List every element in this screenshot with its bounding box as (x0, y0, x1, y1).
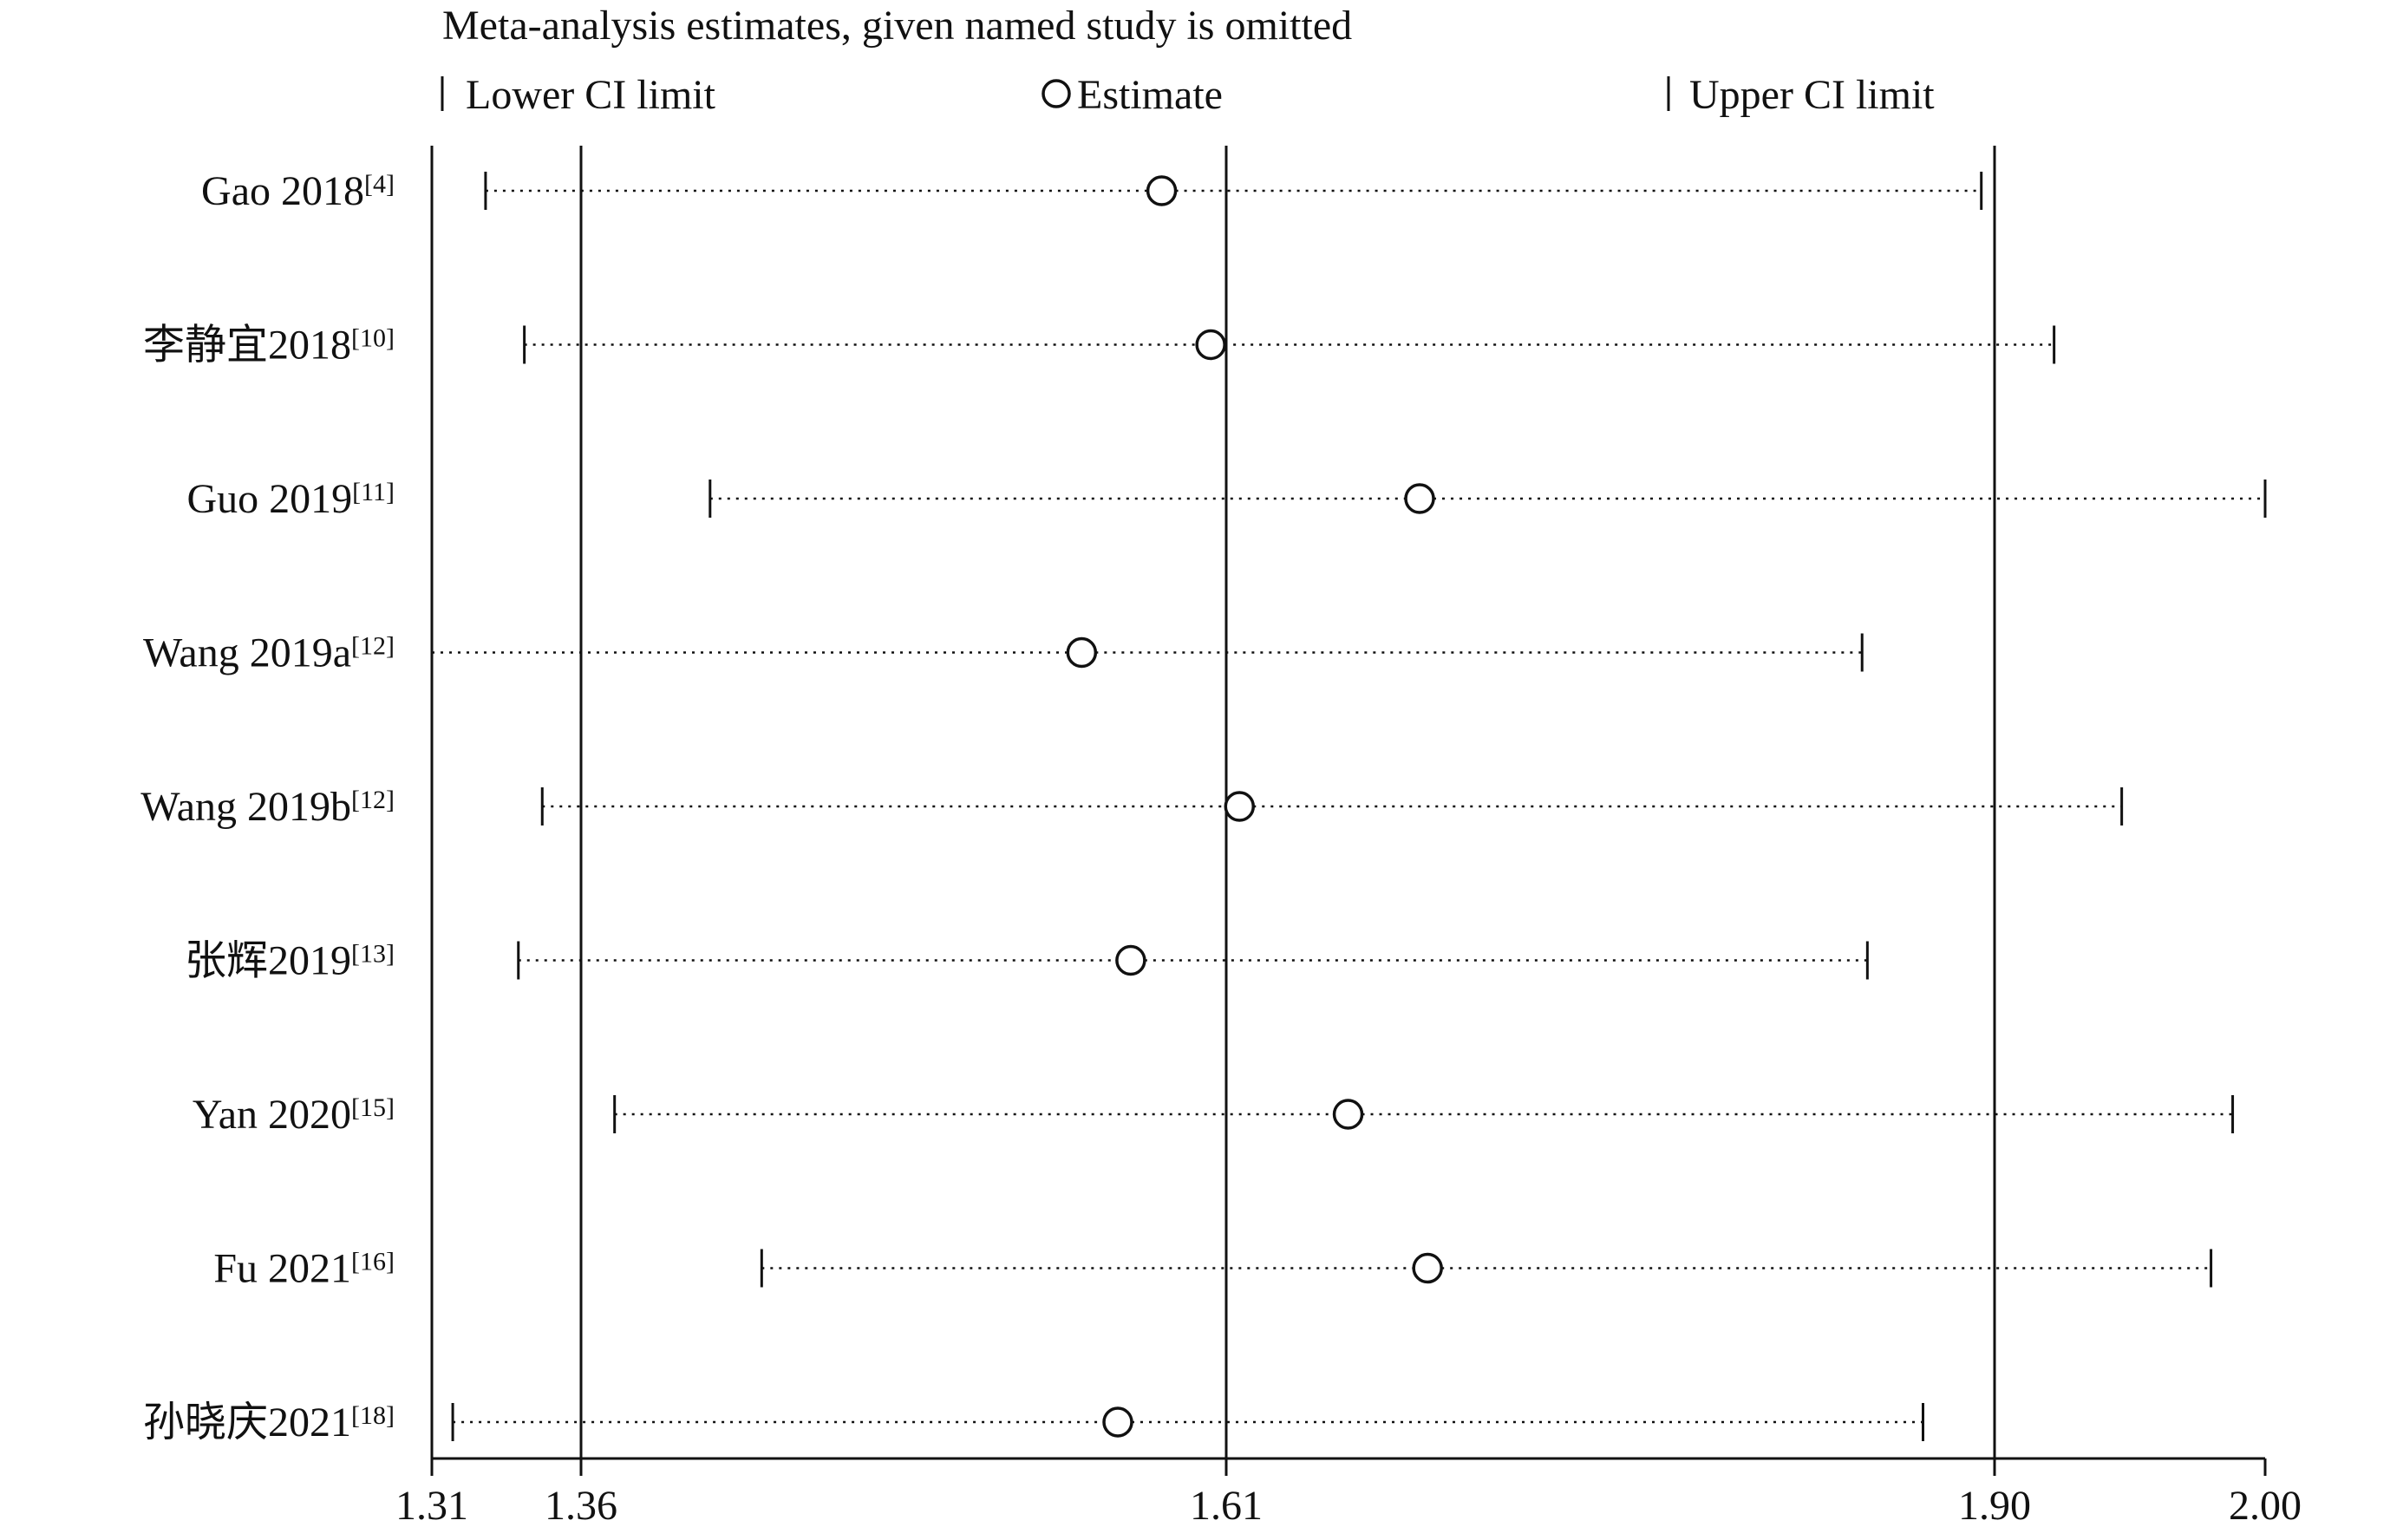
legend-lower-label: Lower CI limit (466, 72, 716, 118)
x-tick-label-2: 1.61 (1190, 1483, 1263, 1529)
study-ref: [11] (352, 478, 395, 506)
study-row: Gao 2018[4] (201, 168, 1983, 214)
study-label: 张辉2019[13] (185, 938, 395, 984)
study-label: 李静宜2018[10] (143, 323, 395, 369)
x-tick-label-4: 2.00 (2229, 1483, 2302, 1529)
legend-estimate-marker (1042, 79, 1071, 108)
x-tick-label-3: 1.90 (1958, 1483, 2031, 1529)
x-tick-label-1: 1.36 (545, 1483, 617, 1529)
study-name: 李静宜2018 (143, 323, 351, 369)
study-row: Wang 2019b[12] (140, 784, 2124, 830)
study-ref: [15] (351, 1093, 395, 1122)
legend-upper-label: Upper CI limit (1689, 72, 1935, 118)
x-tick-label-0: 1.31 (395, 1483, 468, 1529)
study-name: Guo 2019 (186, 476, 352, 522)
estimate-point (1224, 791, 1256, 822)
study-ref: [13] (351, 940, 395, 969)
study-name: Gao 2018 (201, 168, 364, 214)
study-ref: [12] (351, 632, 395, 661)
study-name: Fu 2021 (213, 1246, 351, 1292)
study-ref: [4] (364, 170, 395, 199)
study-ref: [10] (351, 324, 395, 353)
study-label: Guo 2019[11] (186, 476, 395, 522)
estimate-point (1332, 1099, 1364, 1130)
estimate-point (1195, 329, 1226, 361)
study-label: Gao 2018[4] (201, 168, 395, 214)
estimate-point (1102, 1406, 1133, 1438)
study-ref: [12] (351, 786, 395, 814)
axes (430, 146, 2265, 1460)
estimate-point (1412, 1252, 1443, 1284)
study-label: Fu 2021[16] (213, 1246, 395, 1292)
estimate-point (1146, 175, 1178, 206)
legend: Lower CI limit Estimate Upper CI limit (441, 72, 1935, 118)
study-row: 张辉2019[13] (185, 938, 1869, 984)
study-row: Guo 2019[11] (186, 476, 2267, 522)
study-row: 孙晓庆2021[18] (143, 1400, 1925, 1445)
legend-estimate-label: Estimate (1077, 72, 1223, 118)
study-name: Wang 2019a (143, 630, 351, 676)
study-label: Wang 2019a[12] (143, 630, 395, 676)
chart-title: Meta-analysis estimates, given named stu… (442, 3, 1352, 49)
study-rows: Gao 2018[4] 李静宜2018[10] Guo 2019[11] Wang 2… (140, 168, 2267, 1445)
reference-lines (579, 146, 1996, 1458)
study-ref: [18] (351, 1401, 395, 1430)
study-name: Yan 2020 (193, 1092, 351, 1138)
estimate-point (1404, 483, 1435, 514)
study-label: Wang 2019b[12] (140, 784, 395, 830)
study-label: 孙晓庆2021[18] (143, 1400, 395, 1445)
study-ref: [16] (351, 1248, 395, 1276)
x-ticks: 1.31 1.36 1.61 1.90 2.00 (395, 1458, 2302, 1529)
study-name: 孙晓庆2021 (143, 1400, 351, 1445)
estimate-point (1066, 636, 1098, 669)
study-row: Yan 2020[15] (193, 1092, 2235, 1138)
study-row: Wang 2019a[12] (143, 630, 1864, 676)
study-row: 李静宜2018[10] (143, 323, 2056, 369)
study-row: Fu 2021[16] (213, 1246, 2213, 1292)
study-label: Yan 2020[15] (193, 1092, 395, 1138)
study-name: Wang 2019b (140, 784, 351, 830)
study-name: 张辉2019 (185, 938, 351, 984)
estimate-point (1115, 944, 1146, 976)
